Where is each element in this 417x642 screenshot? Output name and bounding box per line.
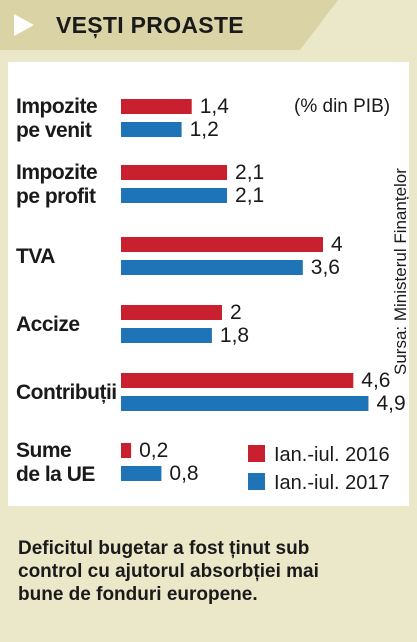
legend-swatch bbox=[248, 445, 265, 462]
legend-label: Ian.-iul. 2017 bbox=[274, 472, 390, 494]
data-label: 3,6 bbox=[311, 256, 340, 279]
data-label: 4 bbox=[331, 233, 343, 256]
footnote: Deficitul bugetar a fost ținut sub contr… bbox=[18, 538, 319, 605]
category-label: TVA bbox=[16, 245, 55, 268]
bar bbox=[121, 466, 162, 481]
bar bbox=[121, 396, 369, 411]
source-note: Sursa: Ministerul Finanțelor bbox=[391, 168, 409, 375]
category-label: Contribuții bbox=[16, 381, 117, 404]
title-bar bbox=[0, 0, 300, 50]
data-label: 1,4 bbox=[200, 95, 230, 118]
bar bbox=[121, 328, 212, 343]
bar bbox=[121, 373, 354, 388]
bar bbox=[121, 188, 228, 203]
play-arrow-icon bbox=[14, 14, 34, 36]
bar bbox=[121, 443, 132, 458]
data-label: 2,1 bbox=[235, 161, 264, 184]
legend-swatch bbox=[248, 473, 265, 490]
data-label: 2,1 bbox=[235, 184, 264, 207]
data-label: 0,2 bbox=[139, 439, 168, 462]
category-label: Sume de la UE bbox=[16, 439, 95, 486]
data-label: 4,6 bbox=[361, 369, 390, 392]
category-label: Impozite pe venit bbox=[16, 95, 97, 142]
data-label: 1,2 bbox=[190, 118, 219, 141]
bar-chart: Impozite pe venit 1,41,2 Impozite pe profit 2… bbox=[16, 95, 409, 494]
bar bbox=[121, 99, 192, 114]
bar bbox=[121, 260, 303, 275]
chart-panel: Impozite pe venit 1,4 1,2 Impozite pe profit 2… bbox=[8, 62, 409, 506]
category-label: Accize bbox=[16, 313, 80, 336]
bar bbox=[121, 122, 182, 137]
legend-label: Ian.-iul. 2016 bbox=[274, 444, 390, 466]
bar bbox=[121, 165, 228, 180]
bar bbox=[121, 305, 222, 320]
unit-note: (% din PIB) bbox=[294, 96, 390, 117]
page-title: VEȘTI PROASTE bbox=[56, 12, 244, 38]
title-bar-corner bbox=[300, 0, 338, 50]
data-label: 2 bbox=[230, 301, 242, 324]
data-label: 4,9 bbox=[376, 392, 405, 415]
bar bbox=[121, 237, 323, 252]
data-label: 0,8 bbox=[169, 462, 198, 485]
data-label: 1,8 bbox=[220, 324, 249, 347]
category-label: Impozite pe profit bbox=[16, 161, 97, 208]
